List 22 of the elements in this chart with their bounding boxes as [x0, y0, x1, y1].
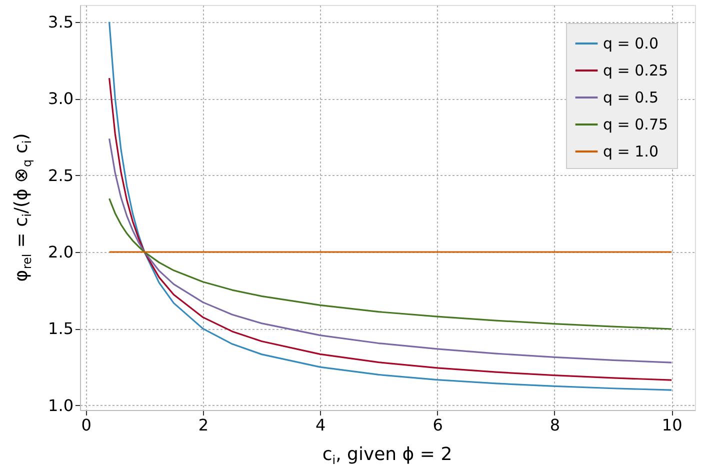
x-tick-label: 0: [81, 416, 92, 434]
y-tick-label: 2.5: [48, 166, 74, 185]
x-tick-label: 4: [316, 416, 326, 434]
line-series: [108, 21, 672, 391]
legend-label: q = 1.0: [603, 142, 658, 160]
y-tick-label: 3.0: [48, 89, 74, 108]
y-tick-label: 1.0: [48, 396, 74, 415]
y-tick-label: 1.5: [48, 319, 74, 338]
x-tick-label: 8: [550, 416, 560, 434]
line-series: [108, 77, 672, 381]
line-series: [108, 138, 672, 364]
x-tick-label: 10: [662, 416, 682, 434]
line-series: [108, 198, 672, 330]
y-tick-label: 2.0: [48, 242, 74, 262]
legend-label: q = 0.75: [603, 116, 668, 134]
x-tick-label: 2: [198, 416, 209, 434]
text: φrel = ci/(ϕ ⊗q ci): [11, 133, 34, 282]
x-tick-label: 6: [432, 416, 443, 434]
legend-label: q = 0.25: [603, 62, 668, 80]
legend-label: q = 0.5: [603, 88, 658, 106]
legend-label: q = 0.0: [603, 34, 658, 52]
y-tick-label: 3.5: [48, 12, 74, 32]
